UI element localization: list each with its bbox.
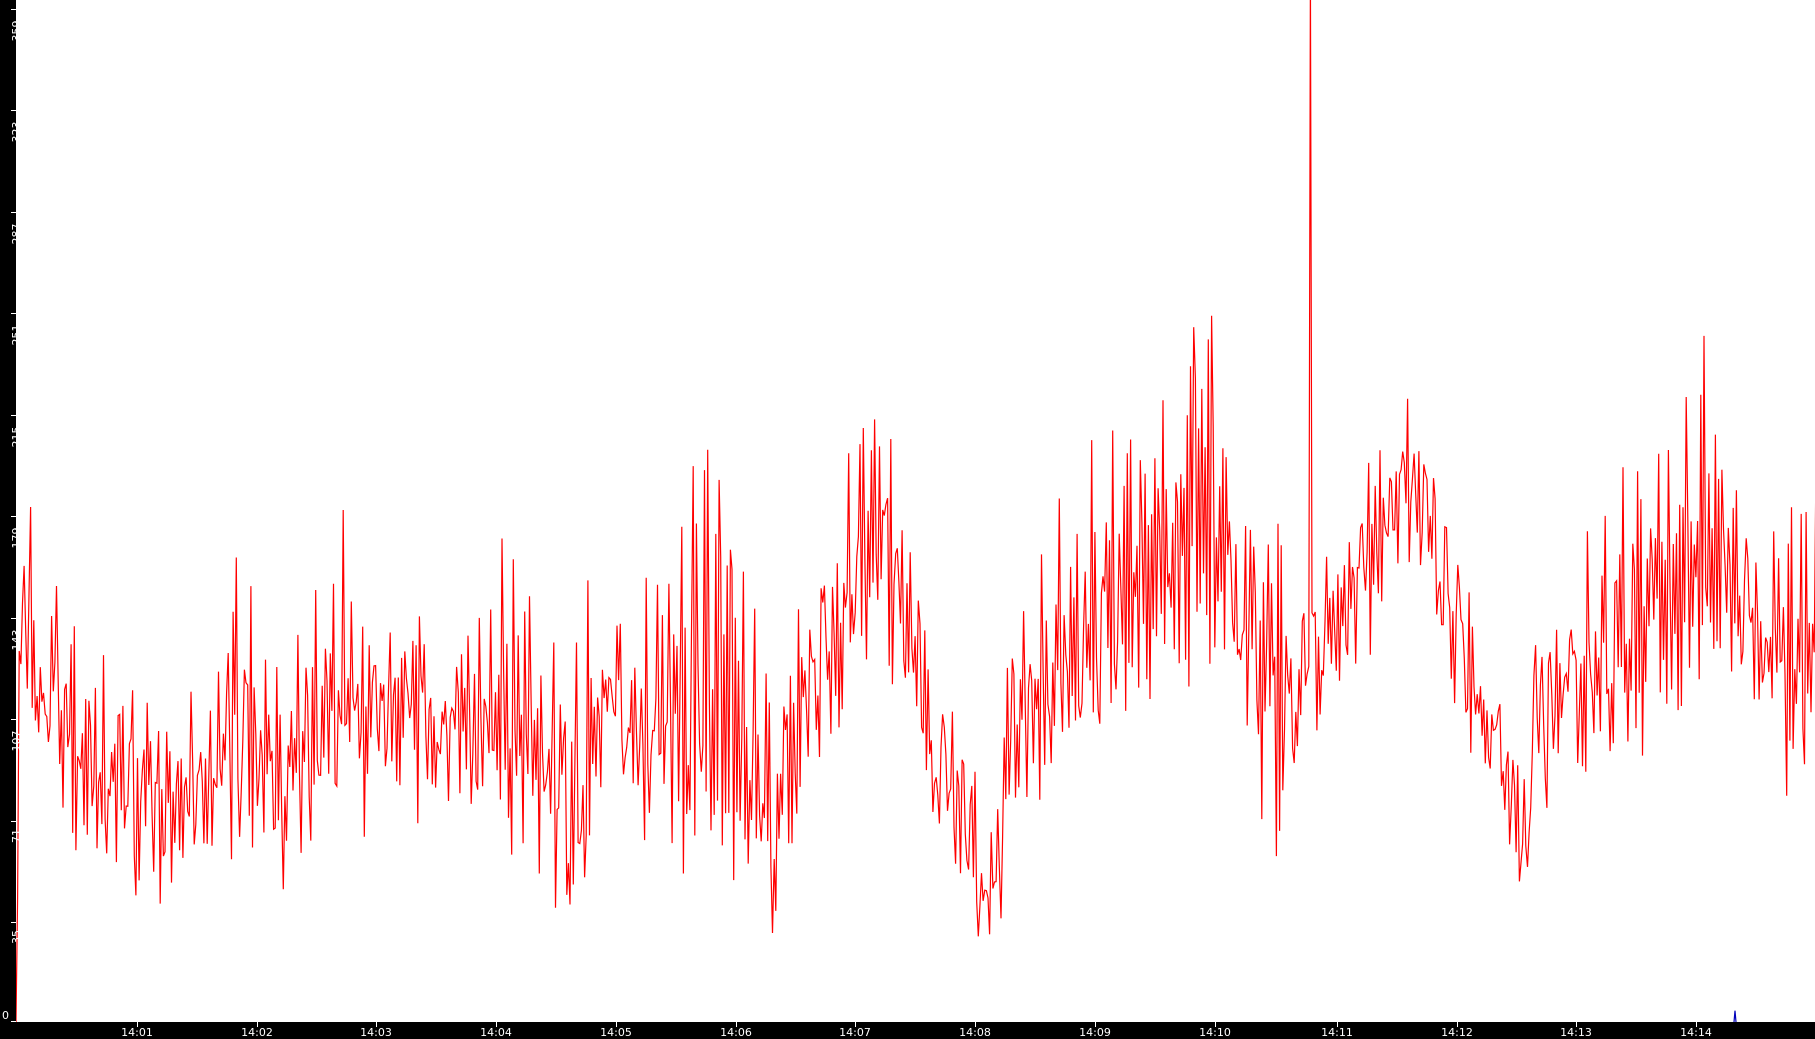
x-axis-tick-mark xyxy=(1095,1022,1096,1027)
x-axis-tick-label: 14:02 xyxy=(241,1026,273,1039)
x-axis-tick-label: 14:10 xyxy=(1199,1026,1231,1039)
y-axis-tick-mark xyxy=(11,922,16,924)
series-blue-line xyxy=(1734,1011,1736,1022)
y-axis-tick-label: 323 xyxy=(10,121,23,143)
x-axis-tick-label: 14:03 xyxy=(360,1026,392,1039)
y-axis-tick-label: 215 xyxy=(10,426,23,448)
x-axis-tick-label: 14:12 xyxy=(1441,1026,1473,1039)
x-axis-tick-mark xyxy=(855,1022,856,1027)
y-axis-tick-mark xyxy=(11,313,16,315)
x-axis-tick-mark xyxy=(1576,1022,1577,1027)
timeseries-plot xyxy=(16,0,1815,1022)
x-axis-tick-mark xyxy=(257,1022,258,1027)
y-axis-tick-mark xyxy=(11,820,16,822)
y-axis-tick-mark xyxy=(11,516,16,518)
y-axis-tick-mark xyxy=(11,8,16,10)
series-red-line xyxy=(16,0,1815,1022)
y-axis-tick-label: 107 xyxy=(10,730,23,752)
x-axis-tick-mark xyxy=(496,1022,497,1027)
y-axis-tick-mark xyxy=(11,211,16,213)
x-axis-tick-label: 14:01 xyxy=(121,1026,153,1039)
y-axis-tick-label: 179 xyxy=(10,527,23,549)
y-axis-tick-label: 251 xyxy=(10,324,23,346)
y-axis-zero-tick-mark xyxy=(11,1021,16,1022)
x-axis-tick-label: 14:04 xyxy=(480,1026,512,1039)
x-axis-tick-label: 14:07 xyxy=(839,1026,871,1039)
x-axis-tick-label: 14:11 xyxy=(1321,1026,1353,1039)
x-axis-tick-label: 14:13 xyxy=(1560,1026,1592,1039)
y-axis-tick-mark xyxy=(11,617,16,619)
x-axis-tick-mark xyxy=(616,1022,617,1027)
plot-area xyxy=(16,0,1815,1022)
x-axis-tick-label: 14:06 xyxy=(720,1026,752,1039)
x-axis-tick-mark xyxy=(1457,1022,1458,1027)
x-axis-tick-label: 14:09 xyxy=(1079,1026,1111,1039)
x-axis-tick-mark xyxy=(376,1022,377,1027)
x-axis-tick-mark xyxy=(1696,1022,1697,1027)
y-axis-tick-label: 143 xyxy=(10,629,23,651)
x-axis-tick-label: 14:14 xyxy=(1680,1026,1712,1039)
x-axis-tick-mark xyxy=(736,1022,737,1027)
x-axis-tick-mark xyxy=(975,1022,976,1027)
y-axis-tick-mark xyxy=(11,414,16,416)
x-axis: 14:01 14:02 14:03 14:04 14:05 14:06 14:07 14:08… xyxy=(0,1022,1815,1039)
y-axis: 359 323 287 251 215 179 143 107 71 35 xyxy=(0,0,23,1022)
x-axis-tick-mark xyxy=(1215,1022,1216,1027)
y-axis-tick-label: 71 xyxy=(10,828,23,843)
x-axis-tick-label: 14:05 xyxy=(600,1026,632,1039)
y-axis-tick-mark xyxy=(11,110,16,112)
x-axis-tick-mark xyxy=(1337,1022,1338,1027)
y-axis-tick-label: 359 xyxy=(10,20,23,42)
y-axis-tick-mark xyxy=(11,719,16,721)
y-axis-zero-label: 0 xyxy=(2,1009,9,1022)
x-axis-tick-label: 14:08 xyxy=(959,1026,991,1039)
y-axis-tick-label: 287 xyxy=(10,223,23,245)
x-axis-tick-mark xyxy=(137,1022,138,1027)
y-axis-tick-label: 35 xyxy=(10,930,23,945)
